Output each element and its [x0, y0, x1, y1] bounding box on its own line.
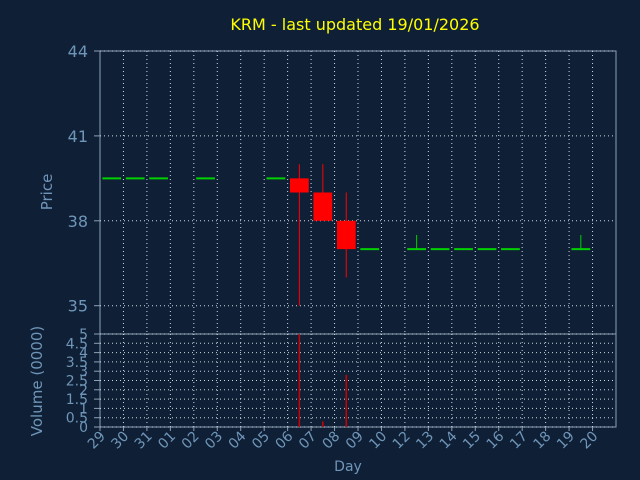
x-tick-label: 15: [460, 429, 484, 453]
candle-body: [313, 192, 333, 221]
x-tick-label: 18: [531, 429, 555, 453]
x-tick-label: 08: [319, 429, 343, 453]
x-tick-label: 06: [273, 428, 297, 452]
chart-title: KRM - last updated 19/01/2026: [230, 15, 479, 34]
x-tick-label: 05: [249, 429, 273, 453]
x-tick-label: 13: [413, 429, 437, 453]
x-tick-label: 17: [507, 429, 531, 453]
x-tick-label: 03: [202, 429, 226, 453]
volume-tick-label: 3.5: [66, 355, 88, 371]
volume-tick-label: 2: [79, 383, 88, 399]
x-axis-label: Day: [334, 459, 362, 475]
volume-plot-frame: [99, 333, 617, 428]
x-tick-label: 09: [343, 429, 367, 453]
candle-body: [336, 220, 356, 250]
x-tick-label: 02: [179, 429, 203, 453]
x-tick-label: 14: [437, 428, 461, 452]
volume-tick-label: 1.5: [66, 392, 88, 408]
x-tick-label: 10: [366, 429, 390, 453]
x-tick-label: 07: [296, 429, 320, 453]
x-tick-label: 31: [132, 429, 156, 453]
volume-tick-label: 2.5: [66, 374, 88, 390]
volume-tick-label: 1: [79, 401, 88, 417]
price-tick-label: 41: [68, 127, 88, 146]
volume-tick-label: 4.5: [66, 336, 88, 352]
volume-tick-label: 4: [79, 346, 88, 362]
x-tick-label: 30: [108, 429, 132, 453]
x-tick-label: 04: [226, 428, 250, 452]
volume-tick-label: 3: [79, 364, 88, 380]
candle-body: [289, 178, 309, 193]
price-axis-label: Price: [38, 174, 56, 211]
x-tick-label: 01: [155, 429, 179, 453]
x-tick-label: 29: [85, 429, 109, 453]
x-tick-label: 16: [484, 428, 508, 452]
price-tick-label: 38: [68, 212, 88, 231]
volume-axis-label: Volume (0000): [28, 326, 46, 436]
volume-tick-label: 0.5: [66, 411, 88, 427]
volume-tick-label: 0: [79, 420, 88, 436]
price-tick-label: 44: [68, 42, 88, 61]
price-panel: 35 38 41 44: [68, 42, 617, 335]
x-tick-label: 12: [390, 429, 414, 453]
x-tick-label: 20: [577, 429, 601, 453]
price-tick-label: 35: [68, 297, 88, 316]
x-tick-label: 19: [554, 429, 578, 453]
volume-tick-label: 5: [79, 327, 88, 343]
